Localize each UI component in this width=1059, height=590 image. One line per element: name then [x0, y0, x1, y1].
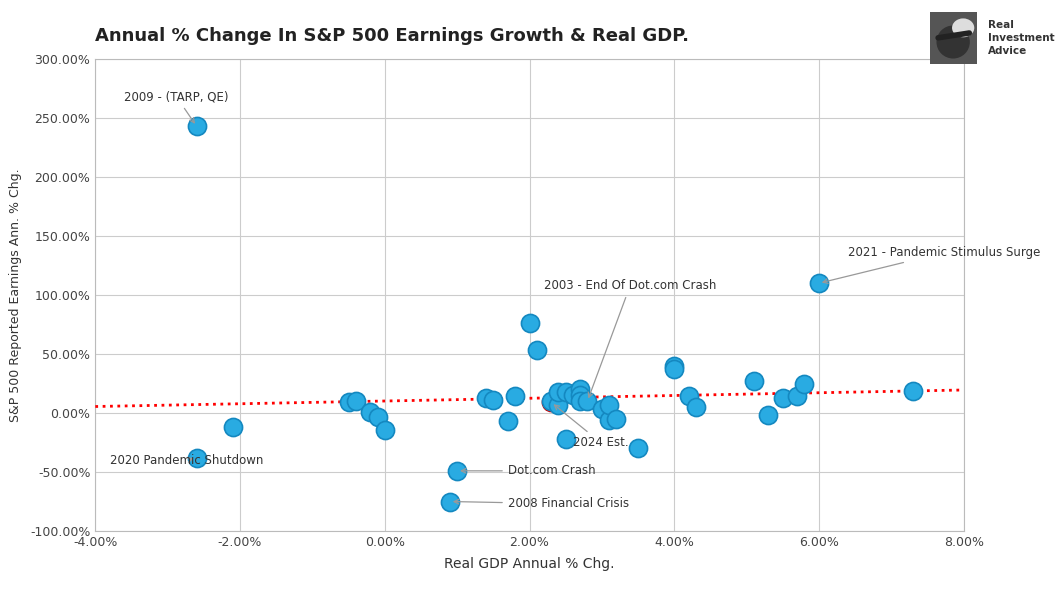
Point — [528, 346, 545, 355]
Point — [572, 391, 589, 400]
Text: 2003 - End Of Dot.com Crash: 2003 - End Of Dot.com Crash — [544, 279, 716, 397]
Text: 2024 Est.: 2024 Est. — [555, 405, 629, 449]
Point — [608, 414, 625, 424]
Point — [189, 122, 205, 131]
Point — [449, 466, 466, 476]
Point — [370, 412, 387, 421]
Y-axis label: S&P 500 Reported Earnings Ann. % Chg.: S&P 500 Reported Earnings Ann. % Chg. — [8, 168, 22, 422]
Point — [189, 453, 205, 463]
Point — [557, 434, 574, 444]
Text: 2020 Pandemic Shutdown: 2020 Pandemic Shutdown — [110, 454, 263, 467]
Point — [796, 379, 813, 388]
Text: Real
Investment
Advice: Real Investment Advice — [988, 20, 1055, 57]
Text: 2021 - Pandemic Stimulus Surge: 2021 - Pandemic Stimulus Surge — [823, 246, 1040, 283]
Point — [746, 376, 762, 386]
Text: 2009 - (TARP, QE): 2009 - (TARP, QE) — [124, 90, 229, 123]
Ellipse shape — [936, 25, 970, 58]
Point — [500, 417, 517, 426]
Point — [478, 393, 495, 402]
Point — [521, 319, 538, 328]
Point — [629, 444, 646, 453]
Point — [225, 422, 241, 432]
Bar — [930, 12, 976, 64]
Point — [542, 398, 559, 407]
Point — [485, 395, 502, 405]
Text: Dot.com Crash: Dot.com Crash — [462, 464, 595, 477]
Point — [550, 387, 567, 396]
FancyArrowPatch shape — [938, 33, 969, 38]
Point — [542, 396, 559, 406]
Point — [680, 392, 697, 401]
X-axis label: Real GDP Annual % Chg.: Real GDP Annual % Chg. — [444, 557, 615, 571]
Point — [600, 415, 617, 425]
Point — [376, 425, 393, 434]
Circle shape — [952, 18, 974, 37]
Point — [666, 361, 683, 371]
Point — [760, 411, 777, 420]
Point — [579, 396, 596, 406]
Point — [442, 497, 459, 506]
Point — [687, 402, 704, 412]
Point — [557, 387, 574, 396]
Text: Annual % Change In S&P 500 Earnings Growth & Real GDP.: Annual % Change In S&P 500 Earnings Grow… — [95, 27, 689, 45]
Point — [506, 392, 523, 401]
Point — [666, 365, 683, 374]
Point — [550, 400, 567, 409]
Point — [774, 393, 791, 402]
Point — [347, 396, 364, 406]
Point — [572, 385, 589, 394]
Point — [904, 386, 921, 395]
Point — [572, 396, 589, 406]
Point — [564, 391, 581, 400]
Text: 2008 Financial Crisis: 2008 Financial Crisis — [454, 497, 629, 510]
Point — [600, 400, 617, 409]
Point — [593, 405, 610, 414]
Point — [789, 392, 806, 401]
Point — [340, 398, 357, 407]
Point — [362, 407, 379, 417]
Point — [810, 278, 827, 288]
